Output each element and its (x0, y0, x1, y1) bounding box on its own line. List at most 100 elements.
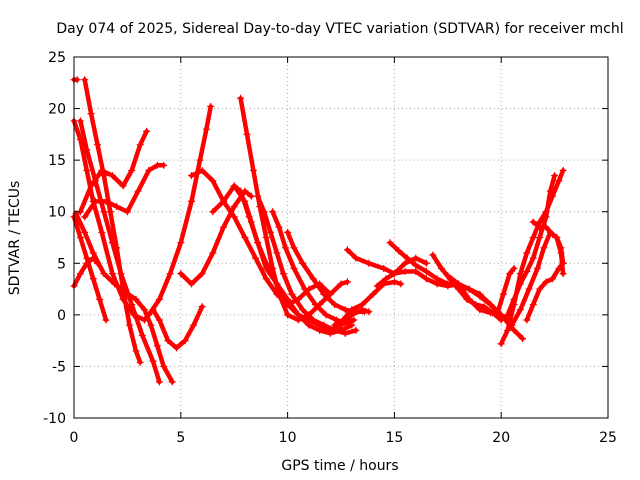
data-point (187, 197, 195, 205)
data-point (519, 335, 527, 343)
data-point (343, 278, 351, 286)
data-point (331, 321, 339, 329)
data-point (81, 76, 89, 84)
y-tick-label: 25 (48, 50, 66, 66)
data-point (529, 218, 537, 226)
data-point (138, 331, 146, 339)
data-point (382, 275, 390, 283)
data-point (493, 311, 501, 319)
data-point (81, 213, 89, 221)
series-line (332, 279, 404, 328)
data-point (168, 378, 176, 386)
data-point (209, 177, 217, 185)
data-point (548, 230, 556, 238)
data-point (529, 234, 537, 241)
data-point (444, 272, 452, 280)
data-point (102, 316, 110, 324)
data-point (89, 275, 97, 283)
data-point (140, 306, 148, 314)
data-point (504, 311, 512, 319)
data-point (390, 270, 398, 278)
data-point (177, 239, 185, 247)
x-tick-label: 0 (70, 430, 79, 446)
data-point (245, 213, 253, 221)
data-point (348, 306, 356, 314)
data-point (145, 311, 153, 319)
data-point (311, 301, 319, 309)
data-point (523, 316, 531, 324)
data-point (106, 208, 114, 216)
data-point (145, 166, 153, 174)
data-point (536, 223, 544, 231)
data-point (198, 166, 206, 174)
data-point (87, 110, 95, 118)
data-point (81, 228, 89, 236)
data-point (497, 340, 505, 348)
data-point (153, 342, 161, 350)
data-point (343, 246, 351, 254)
data-point (89, 254, 97, 262)
data-point (275, 223, 283, 231)
data-point (412, 268, 420, 276)
data-point (202, 125, 210, 133)
data-point (395, 247, 403, 255)
data-point (108, 172, 116, 180)
series-track-3 (81, 76, 144, 366)
series-track-4 (76, 117, 163, 386)
series-track-30 (501, 316, 527, 343)
data-point (164, 337, 172, 345)
data-point (339, 316, 347, 324)
data-point (273, 249, 281, 257)
data-point (284, 295, 292, 303)
data-point (290, 264, 298, 272)
data-point (299, 306, 307, 314)
data-point (198, 270, 206, 278)
data-point (98, 228, 106, 236)
data-point (126, 321, 134, 329)
data-point (252, 254, 260, 262)
series-line (78, 129, 149, 214)
data-point (454, 280, 462, 288)
data-point (117, 270, 125, 278)
data-point (155, 378, 163, 386)
data-point (269, 208, 277, 216)
data-point (123, 208, 131, 216)
data-point (136, 358, 144, 366)
y-tick-label: 20 (48, 102, 66, 118)
data-point (369, 290, 377, 298)
data-point (516, 270, 524, 278)
data-point (209, 208, 217, 216)
data-point (559, 166, 567, 174)
data-point (386, 239, 394, 247)
series-track-12 (187, 166, 334, 309)
data-point (262, 264, 270, 272)
series-line (78, 118, 162, 385)
data-point (111, 280, 119, 288)
data-point (160, 362, 168, 370)
data-point (516, 280, 524, 288)
y-tick-label: 0 (57, 308, 66, 324)
data-point (510, 264, 518, 272)
data-point (437, 264, 445, 272)
data-point (147, 321, 155, 329)
data-series (70, 76, 567, 386)
x-axis-label: GPS time / hours (281, 458, 398, 474)
data-point (341, 329, 349, 337)
data-point (299, 259, 307, 267)
data-point (380, 264, 388, 272)
data-point (96, 295, 104, 303)
data-point (230, 203, 238, 211)
data-point (516, 306, 524, 314)
data-point (397, 280, 405, 288)
series-line (189, 168, 333, 307)
data-point (341, 306, 349, 314)
data-point (98, 166, 106, 174)
x-tick-label: 10 (279, 430, 297, 446)
data-point (412, 254, 420, 262)
data-point (190, 321, 198, 329)
data-point (134, 187, 142, 195)
y-tick-label: -10 (43, 411, 66, 427)
data-point (360, 308, 368, 316)
data-point (281, 244, 289, 252)
